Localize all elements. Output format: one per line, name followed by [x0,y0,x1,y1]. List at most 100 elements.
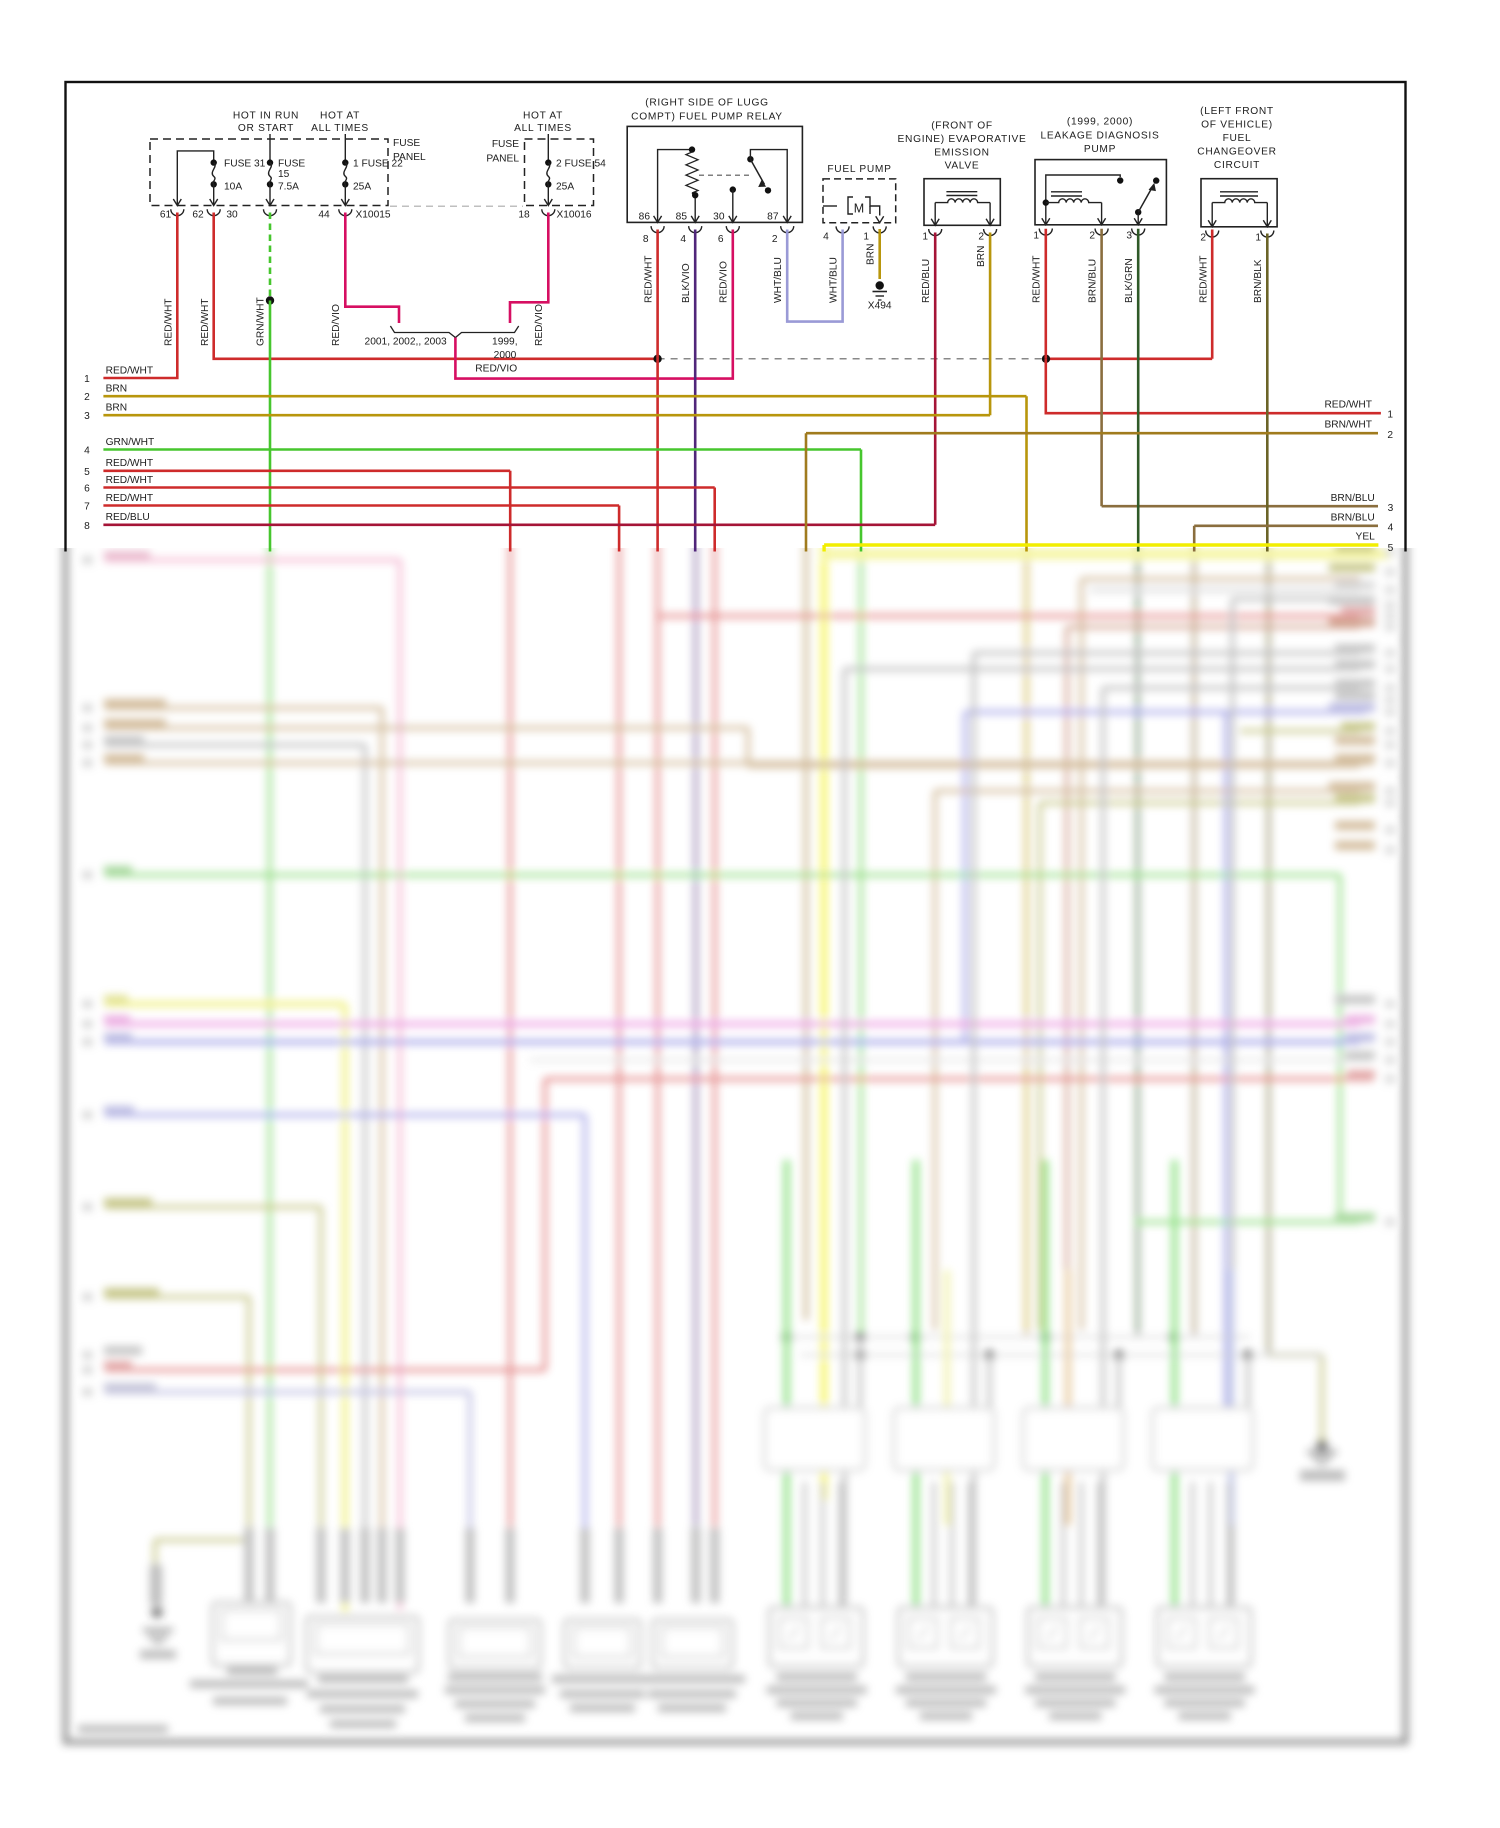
svg-text:4: 4 [823,232,829,243]
svg-text:44: 44 [318,210,330,221]
svg-text:ALL TIMES: ALL TIMES [514,123,572,134]
svg-text:BRN/BLU: BRN/BLU [1087,259,1098,303]
svg-text:2: 2 [1089,231,1095,242]
svg-text:85: 85 [676,212,688,223]
svg-text:RED/VIO: RED/VIO [475,364,517,375]
svg-text:3: 3 [1126,231,1132,242]
svg-text:(FRONT OF: (FRONT OF [931,121,993,132]
svg-text:WHT/BLU: WHT/BLU [828,257,839,303]
svg-text:OR START: OR START [238,123,294,134]
svg-text:M: M [854,202,864,216]
svg-text:62: 62 [192,210,204,221]
svg-text:RED/WHT: RED/WHT [106,475,154,486]
svg-text:18: 18 [518,210,530,221]
svg-text:VALVE: VALVE [945,161,980,172]
svg-text:RED/WHT: RED/WHT [644,255,655,303]
svg-text:BRN: BRN [976,245,987,267]
svg-text:3: 3 [84,411,90,422]
svg-text:RED/VIO: RED/VIO [331,304,342,346]
svg-text:FUSE: FUSE [278,159,305,170]
svg-text:GRN/WHT: GRN/WHT [106,437,155,448]
svg-text:RED/WHT: RED/WHT [200,298,211,346]
svg-text:BRN/BLK: BRN/BLK [1253,259,1264,303]
svg-text:BLK/GRN: BLK/GRN [1124,258,1135,303]
svg-text:BRN/BLU: BRN/BLU [1331,513,1375,524]
svg-text:RED/WHT: RED/WHT [106,458,154,469]
svg-text:PUMP: PUMP [1084,144,1116,155]
svg-text:(1999, 2000): (1999, 2000) [1067,117,1133,128]
svg-text:BRN: BRN [866,243,877,265]
svg-text:FUSE 31: FUSE 31 [224,159,266,170]
svg-text:RED/BLU: RED/BLU [106,512,150,523]
svg-text:2: 2 [1387,430,1393,441]
svg-text:15: 15 [278,169,290,180]
svg-text:1: 1 [922,232,928,243]
svg-text:2: 2 [1200,233,1206,244]
svg-text:10A: 10A [224,182,242,193]
svg-text:2 FUSE 54: 2 FUSE 54 [556,159,606,170]
svg-text:X10016: X10016 [556,210,591,221]
svg-text:FUSE: FUSE [393,138,420,149]
svg-text:2: 2 [84,392,90,403]
svg-text:FUEL: FUEL [1223,133,1252,144]
svg-text:RED/BLU: RED/BLU [921,259,932,303]
svg-text:HOT AT: HOT AT [523,111,563,122]
svg-text:25A: 25A [556,182,574,193]
svg-text:BRN: BRN [106,403,128,414]
svg-text:3: 3 [1388,503,1394,514]
svg-text:HOT AT: HOT AT [320,111,360,122]
svg-text:FUSE: FUSE [492,139,519,150]
svg-text:COMPT) FUEL PUMP RELAY: COMPT) FUEL PUMP RELAY [631,112,783,123]
svg-text:BRN/BLU: BRN/BLU [1331,493,1375,504]
svg-text:X494: X494 [868,301,892,312]
svg-text:CIRCUIT: CIRCUIT [1214,160,1260,171]
svg-text:5: 5 [84,467,90,478]
svg-text:OF VEHICLE): OF VEHICLE) [1201,119,1273,130]
svg-text:8: 8 [643,234,649,245]
svg-text:EMISSION: EMISSION [934,147,989,158]
svg-text:RED/VIO: RED/VIO [534,304,545,346]
svg-text:RED/VIO: RED/VIO [719,261,730,303]
svg-text:RED/WHT: RED/WHT [106,365,154,376]
svg-text:1: 1 [84,374,90,385]
svg-text:BRN: BRN [106,384,128,395]
svg-text:61: 61 [160,210,172,221]
svg-text:4: 4 [84,446,90,457]
svg-text:FUEL PUMP: FUEL PUMP [827,164,891,175]
svg-text:2001, 2002,, 2003: 2001, 2002,, 2003 [365,337,447,348]
svg-text:5: 5 [1388,543,1394,554]
svg-text:1: 1 [1387,410,1393,421]
svg-text:2: 2 [772,234,778,245]
svg-text:4: 4 [1388,523,1394,534]
svg-text:WHT/BLU: WHT/BLU [773,257,784,303]
svg-text:2000: 2000 [494,350,517,361]
svg-text:1: 1 [1033,231,1039,242]
svg-text:RED/WHT: RED/WHT [106,493,154,504]
svg-text:2: 2 [978,232,984,243]
svg-text:PANEL: PANEL [486,154,519,165]
svg-text:87: 87 [767,212,779,223]
svg-text:PANEL: PANEL [393,152,426,163]
svg-text:ALL TIMES: ALL TIMES [311,123,369,134]
svg-text:RED/WHT: RED/WHT [1032,255,1043,303]
svg-text:7.5A: 7.5A [278,182,299,193]
svg-text:6: 6 [84,484,90,495]
svg-text:RED/WHT: RED/WHT [1324,400,1372,411]
svg-text:X10015: X10015 [355,210,390,221]
svg-text:ENGINE) EVAPORATIVE: ENGINE) EVAPORATIVE [898,134,1027,145]
svg-text:LEAKAGE DIAGNOSIS: LEAKAGE DIAGNOSIS [1041,131,1160,142]
svg-text:BRN/WHT: BRN/WHT [1324,420,1372,431]
svg-text:8: 8 [84,521,90,532]
svg-text:1: 1 [863,232,869,243]
svg-text:1: 1 [1255,233,1261,244]
svg-text:CHANGEOVER: CHANGEOVER [1197,147,1276,158]
svg-text:GRN/WHT: GRN/WHT [256,297,267,346]
svg-text:1999,: 1999, [492,337,518,348]
svg-text:RED/WHT: RED/WHT [1198,255,1209,303]
svg-text:1 FUSE 22: 1 FUSE 22 [353,159,403,170]
svg-text:4: 4 [680,234,686,245]
svg-text:30: 30 [713,212,725,223]
svg-text:(RIGHT SIDE OF LUGG: (RIGHT SIDE OF LUGG [645,98,769,109]
svg-text:7: 7 [84,502,90,513]
svg-text:YEL: YEL [1356,532,1376,543]
